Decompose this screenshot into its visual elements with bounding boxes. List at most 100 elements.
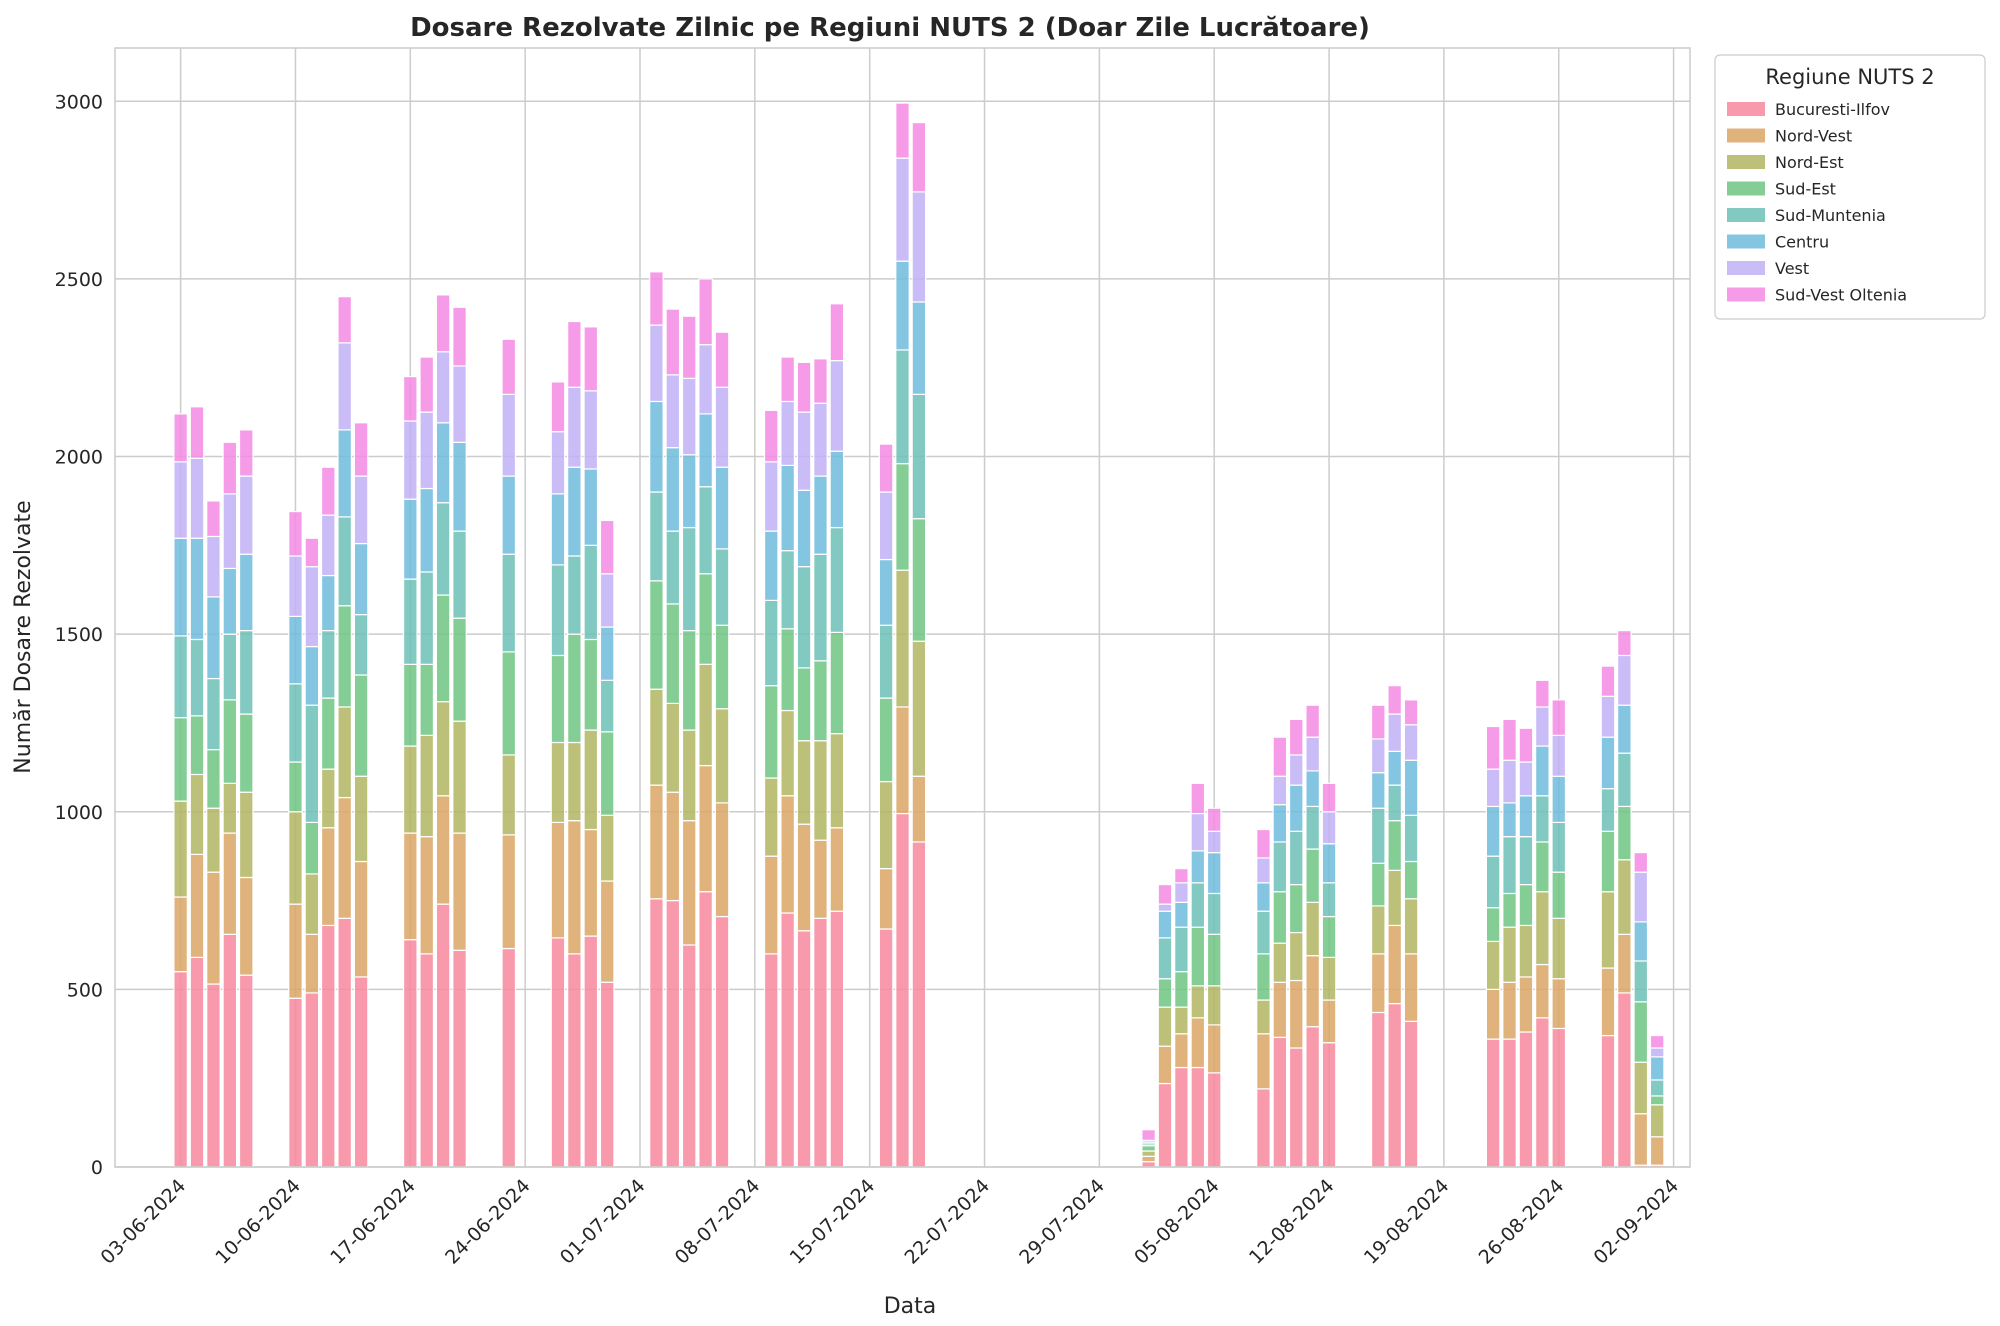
bar-segment: [1518, 761, 1534, 797]
bar-segment: [402, 939, 418, 1168]
bar-segment: [501, 393, 517, 477]
bar-segment: [1321, 782, 1337, 813]
bar-segment: [911, 518, 927, 642]
bar-segment: [189, 773, 205, 855]
bar-segment: [288, 510, 303, 557]
bar-segment: [1174, 926, 1189, 973]
bar-segment: [1551, 871, 1567, 919]
bar-segment: [813, 402, 828, 477]
bar-segment: [222, 493, 238, 570]
bar-segment: [1305, 955, 1320, 1028]
bar-segment: [1190, 782, 1206, 815]
bar-segment: [911, 775, 927, 843]
bar-segment: [320, 629, 336, 699]
legend-swatch: [1727, 102, 1765, 116]
bar-segment: [337, 917, 353, 1168]
bar-segment: [402, 498, 418, 580]
bar-segment: [353, 775, 369, 863]
bar-segment: [1403, 759, 1419, 816]
bar-segment: [435, 422, 451, 504]
legend-entry: Sud-Vest Oltenia: [1775, 286, 1907, 305]
bar-segment: [878, 867, 894, 930]
bar-segment: [681, 944, 697, 1168]
bar-segment: [1305, 1026, 1320, 1168]
bar-segment: [583, 729, 599, 831]
y-tick-label: 1500: [55, 624, 103, 646]
bar-segment: [911, 121, 927, 193]
bar-segment: [665, 447, 681, 532]
bar-segment: [189, 457, 205, 539]
bar-segment: [1518, 795, 1534, 838]
bar-segment: [304, 933, 320, 994]
bar-segment: [337, 796, 353, 919]
bar-segment: [1157, 978, 1173, 1008]
y-tick-label: 500: [67, 979, 103, 1001]
bar-segment: [238, 475, 254, 555]
bar-segment: [1485, 988, 1501, 1040]
bar-segment: [829, 733, 845, 829]
bar-segment: [796, 411, 812, 491]
bar-segment: [1649, 1095, 1665, 1106]
bar-segment: [599, 731, 615, 816]
bar-segment: [1633, 852, 1649, 873]
bar-segment: [1272, 804, 1288, 843]
bar-segment: [796, 566, 812, 669]
bar-segment: [452, 949, 467, 1168]
bar-segment: [878, 928, 894, 1168]
bar-segment: [1174, 867, 1189, 884]
bar-segment: [238, 791, 254, 879]
bar-segment: [796, 823, 812, 932]
bar-segment: [550, 381, 566, 433]
bar-segment: [452, 530, 467, 619]
bar-segment: [501, 651, 517, 756]
bar-segment: [189, 956, 205, 1168]
bar-segment: [1321, 811, 1337, 845]
bar-segment: [452, 720, 467, 834]
bar-segment: [1256, 857, 1271, 884]
bar-segment: [714, 624, 730, 710]
bar-segment: [829, 631, 845, 735]
bar-segment: [435, 903, 451, 1168]
bar-segment: [1633, 1113, 1649, 1166]
bar-segment: [238, 713, 254, 793]
bar-segment: [681, 454, 697, 529]
bar-segment: [813, 839, 828, 919]
bar-segment: [419, 953, 435, 1168]
bar-segment: [550, 937, 566, 1168]
bar-segment: [1288, 718, 1304, 756]
bar-segment: [304, 873, 320, 935]
bar-segment: [1370, 905, 1386, 955]
bar-segment: [1617, 629, 1632, 657]
legend-entry: Bucuresti-Ilfov: [1775, 100, 1890, 119]
bar-segment: [780, 356, 795, 403]
bar-segment: [353, 542, 369, 616]
bar-segment: [1370, 1011, 1386, 1168]
bar-segment: [895, 463, 910, 571]
bar-segment: [665, 603, 681, 705]
bar-segment: [288, 761, 303, 813]
bar-segment: [288, 555, 303, 617]
bar-segment: [435, 351, 451, 424]
bar-segment: [402, 375, 418, 422]
bar-segment: [1617, 933, 1632, 994]
bar-segment: [649, 491, 664, 582]
bar-segment: [1288, 1047, 1304, 1168]
legend-swatch: [1727, 155, 1765, 169]
bar-segment: [452, 832, 467, 951]
bar-segment: [419, 734, 435, 838]
bar-segment: [583, 544, 599, 641]
bar-segment: [665, 374, 681, 449]
bar-segment: [1518, 1031, 1534, 1168]
bar-segment: [796, 667, 812, 742]
bar-segment: [1502, 802, 1517, 838]
legend-title: Regiune NUTS 2: [1765, 65, 1934, 89]
bar-segment: [501, 834, 517, 950]
bar-segment: [763, 953, 779, 1168]
bar-segment: [1485, 725, 1501, 770]
bar-segment: [1272, 1036, 1288, 1168]
bar-segment: [1535, 706, 1550, 747]
bar-segment: [813, 917, 828, 1168]
bar-segment: [599, 679, 615, 733]
bar-segment: [1206, 830, 1222, 854]
bar-segment: [1256, 953, 1271, 1001]
